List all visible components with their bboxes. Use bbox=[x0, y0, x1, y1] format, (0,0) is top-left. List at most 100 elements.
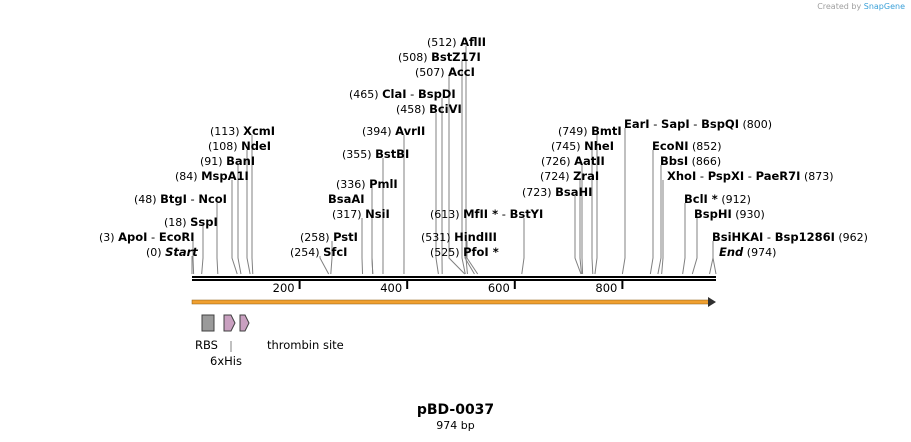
cut-site-label: (507) AccI bbox=[415, 65, 475, 79]
leader-line bbox=[192, 241, 195, 275]
cut-position: (84) bbox=[175, 170, 201, 183]
enzyme-name: BsaHI bbox=[555, 185, 592, 199]
feature-label: 6xHis bbox=[210, 354, 242, 368]
cut-position: (355) bbox=[342, 148, 375, 161]
cut-site-label: BspHI (930) bbox=[694, 207, 765, 221]
cut-site-label: (108) NdeI bbox=[208, 139, 271, 153]
enzyme-name: NsiI bbox=[365, 207, 390, 221]
leader-line bbox=[361, 218, 364, 275]
cut-position: (512) bbox=[427, 36, 460, 49]
leader-line bbox=[237, 165, 242, 275]
cut-site-labels: (512) AflII(508) BstZ17I(507) AccI (465) … bbox=[99, 35, 868, 259]
cut-site-label: EarI - SapI - BspQI (800) bbox=[624, 117, 772, 131]
leader-line bbox=[201, 226, 204, 275]
leader-line bbox=[464, 256, 475, 275]
cut-position: (749) bbox=[558, 125, 591, 138]
enzyme-name: SapI bbox=[661, 117, 690, 131]
enzyme-name: PspXI bbox=[708, 169, 744, 183]
cut-position: (465) bbox=[349, 88, 382, 101]
enzyme-separator: - bbox=[696, 169, 707, 183]
leader-line bbox=[521, 218, 525, 275]
leader-line bbox=[466, 241, 479, 275]
enzyme-name: MfII * bbox=[463, 207, 498, 221]
enzyme-separator: - bbox=[650, 117, 661, 131]
sequence-backbone bbox=[192, 276, 716, 281]
cut-position: (873) bbox=[800, 170, 833, 183]
cut-position: (507) bbox=[415, 66, 448, 79]
cut-position: (866) bbox=[688, 155, 721, 168]
leader-line bbox=[246, 150, 251, 275]
cut-site-label: BclI * (912) bbox=[684, 192, 751, 206]
cut-position: (531) bbox=[421, 231, 454, 244]
enzyme-name: BciVI bbox=[429, 102, 462, 116]
cut-site-label: (508) BstZ17I bbox=[398, 50, 481, 64]
cut-position: (3) bbox=[99, 231, 118, 244]
enzyme-name: Start bbox=[165, 245, 198, 259]
cut-site-label: (465) ClaI - BspDI bbox=[349, 87, 456, 101]
leader-line bbox=[251, 135, 254, 275]
cut-site-label: (724) ZraI bbox=[540, 169, 599, 183]
leader-line bbox=[574, 196, 582, 275]
leader-line bbox=[330, 241, 333, 275]
cut-position: (336) bbox=[336, 178, 369, 191]
leader-line bbox=[709, 241, 714, 275]
cut-site-label: BsiHKAI - Bsp1286I (962) bbox=[712, 230, 868, 244]
enzyme-name: EcoNI bbox=[652, 139, 688, 153]
credit-prefix: Created by bbox=[817, 2, 862, 11]
enzyme-name: XhoI bbox=[667, 169, 696, 183]
cut-site-label: (18) SspI bbox=[164, 215, 218, 229]
orf-arrow-body bbox=[191, 299, 711, 305]
cut-site-label: (355) BstBI bbox=[342, 147, 409, 161]
enzyme-name: BstYI bbox=[510, 207, 544, 221]
enzyme-name: ApoI bbox=[118, 230, 147, 244]
snapgene-credit: Created by SnapGene bbox=[817, 2, 905, 11]
cut-site-label: (258) PstI bbox=[300, 230, 358, 244]
cut-site-label: (84) MspA1I bbox=[175, 169, 249, 183]
cut-position: (258) bbox=[300, 231, 333, 244]
leader-line bbox=[712, 256, 717, 275]
enzyme-separator: - bbox=[498, 207, 509, 221]
leader-line bbox=[591, 150, 594, 275]
cut-position: (317) bbox=[332, 208, 365, 221]
enzyme-name: BstZ17I bbox=[431, 50, 481, 64]
cut-position: (974) bbox=[743, 246, 776, 259]
cut-position: (723) bbox=[522, 186, 555, 199]
cut-site-label: (113) XcmI bbox=[210, 124, 275, 138]
feature-label: thrombin site bbox=[267, 338, 344, 352]
cut-position: (18) bbox=[164, 216, 190, 229]
leader-line bbox=[461, 61, 466, 275]
enzyme-name: AflII bbox=[460, 35, 486, 49]
his-tag-feature bbox=[223, 314, 236, 332]
cut-position: (745) bbox=[551, 140, 584, 153]
cut-position: (91) bbox=[200, 155, 226, 168]
leader-line bbox=[581, 165, 584, 275]
enzyme-name: XcmI bbox=[243, 124, 275, 138]
backbone-bottom-strand bbox=[192, 279, 716, 281]
plasmid-linear-map: (512) AflII(508) BstZ17I(507) AccI (465) … bbox=[99, 35, 868, 368]
cut-position: (930) bbox=[732, 208, 765, 221]
enzyme-name: BmtI bbox=[591, 124, 622, 138]
leader-line bbox=[682, 203, 686, 275]
cut-position: (0) bbox=[146, 246, 165, 259]
cut-position: (852) bbox=[688, 140, 721, 153]
enzyme-name: End bbox=[719, 245, 744, 259]
ruler-tick-label: 800 bbox=[595, 281, 617, 295]
cut-site-label: (726) AatII bbox=[541, 154, 605, 168]
leader-line bbox=[231, 180, 238, 275]
cut-position: (48) bbox=[134, 193, 160, 206]
ruler-tick-label: 200 bbox=[273, 281, 295, 295]
enzyme-name: MspA1I bbox=[201, 169, 249, 183]
cut-site-label: (723) BsaHI bbox=[522, 185, 592, 199]
leader-line bbox=[465, 46, 468, 275]
enzyme-name: HindIII bbox=[454, 230, 497, 244]
leader-line bbox=[691, 218, 698, 275]
cut-site-label: (91) BanI bbox=[200, 154, 255, 168]
cut-position: (458) bbox=[396, 103, 429, 116]
enzyme-name: BspQI bbox=[701, 117, 739, 131]
enzyme-name: BstBI bbox=[375, 147, 409, 161]
cut-site-label: End (974) bbox=[719, 245, 776, 259]
cut-position: (113) bbox=[210, 125, 243, 138]
cut-site-label: (394) AvrII bbox=[362, 124, 425, 138]
cut-position: (962) bbox=[835, 231, 868, 244]
cut-site-label: (531) HindIII bbox=[421, 230, 497, 244]
